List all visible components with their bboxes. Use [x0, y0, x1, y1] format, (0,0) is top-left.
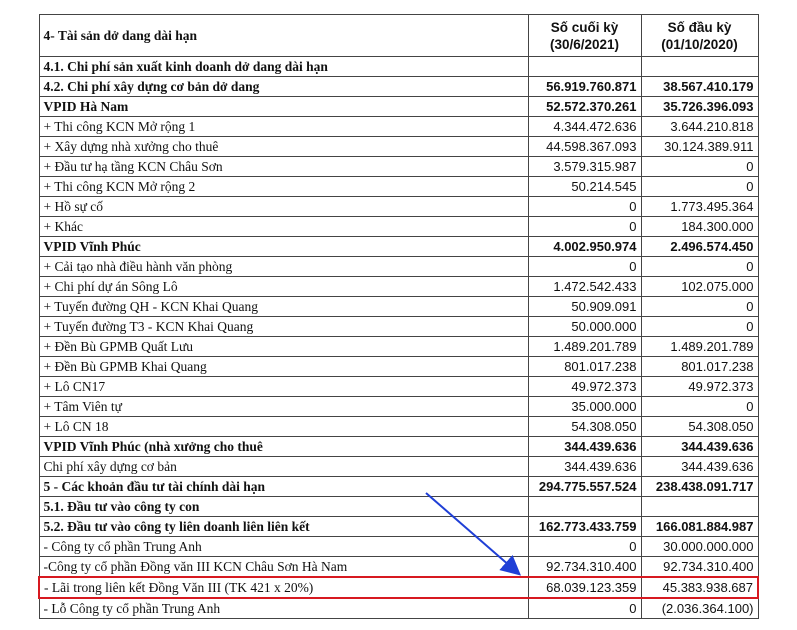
header-col-title: Số cuối kỳ [550, 19, 619, 35]
table-row: - Lỗ Công ty cổ phần Trung Anh 0 (2.036.36… [38, 597, 759, 619]
table-row: + Tuyến đường QH - KCN Khai Quang 50.909.… [38, 296, 759, 317]
row-value: 49.972.373 [527, 376, 642, 397]
row-value: 54.308.050 [527, 416, 642, 437]
header-col: Số đầu kỳ (01/10/2020) [640, 14, 759, 57]
header-col-date: (30/6/2021) [549, 36, 620, 52]
header-col-title: Số đầu kỳ [667, 19, 732, 35]
row-label: 4.1. Chi phí sản xuất kinh doanh dở dang… [38, 56, 529, 77]
table-row: 4.1. Chi phí sản xuất kinh doanh dở dang… [38, 56, 759, 77]
row-value: 1.489.201.789 [527, 336, 642, 357]
table-row: -Công ty cổ phần Đồng văn III KCN Châu S… [38, 556, 759, 578]
table-row: VPID Vĩnh Phúc 4.002.950.974 2.496.574.450 [38, 236, 759, 257]
table-row: + Hồ sự cố 0 1.773.495.364 [38, 196, 759, 217]
row-value: 30.000.000.000 [640, 536, 759, 557]
table-row: + Lô CN 18 54.308.050 54.308.050 [38, 416, 759, 437]
row-value: 2.496.574.450 [640, 236, 759, 257]
table-row: - Công ty cổ phần Trung Anh 0 30.000.000.0… [38, 536, 759, 557]
row-label: + Đền Bù GPMB Quất Lưu [38, 336, 529, 357]
table-row: 5.1. Đầu tư vào công ty con [38, 496, 759, 517]
row-label: + Chi phí dự án Sông Lô [38, 276, 529, 297]
table-row: + Lô CN17 49.972.373 49.972.373 [38, 376, 759, 397]
header-label: 4- Tài sản dở dang dài hạn [38, 14, 529, 57]
row-label: - Lỗ Công ty cổ phần Trung Anh [38, 597, 529, 619]
table-row: 4.2. Chi phí xây dựng cơ bản dở dang 56.9… [38, 76, 759, 97]
row-label: Chi phí xây dựng cơ bản [38, 456, 529, 477]
row-value: 238.438.091.717 [640, 476, 759, 497]
table-row: 5 - Các khoản đầu tư tài chính dài hạn 29… [38, 476, 759, 497]
row-value: 344.439.636 [640, 436, 759, 457]
row-value: 45.383.938.687 [640, 576, 759, 599]
row-value: 44.598.367.093 [527, 136, 642, 157]
table-row: + Đền Bù GPMB Khai Quang 801.017.238 801.0… [38, 356, 759, 377]
row-label: VPID Vĩnh Phúc [38, 236, 529, 257]
row-value: 801.017.238 [527, 356, 642, 377]
row-value: 35.000.000 [527, 396, 642, 417]
row-value: 56.919.760.871 [527, 76, 642, 97]
row-value: 4.002.950.974 [527, 236, 642, 257]
row-value: 49.972.373 [640, 376, 759, 397]
row-value: 1.773.495.364 [640, 196, 759, 217]
row-label: - Lãi trong liên kết Đồng Văn III (TK 42… [38, 576, 529, 599]
asset-table: 4- Tài sản dở dang dài hạn Số cuối kỳ (30… [38, 14, 759, 619]
table-row: + Tâm Viên tự 35.000.000 0 [38, 396, 759, 417]
header-row: 4- Tài sản dở dang dài hạn Số cuối kỳ (30… [38, 14, 759, 57]
header-col-date: (01/10/2020) [661, 36, 738, 52]
table-row: + Tuyến đường T3 - KCN Khai Quang 50.000.… [38, 316, 759, 337]
row-value: (2.036.364.100) [640, 597, 759, 619]
row-value: 68.039.123.359 [527, 576, 642, 599]
row-label: - Công ty cổ phần Trung Anh [38, 536, 529, 557]
row-value: 166.081.884.987 [640, 516, 759, 537]
table-row: - Lãi trong liên kết Đồng Văn III (TK 42… [38, 576, 759, 599]
row-label: + Lô CN17 [38, 376, 529, 397]
row-label: -Công ty cổ phần Đồng văn III KCN Châu S… [38, 556, 529, 578]
row-value: 52.572.370.261 [527, 96, 642, 117]
row-label: 5 - Các khoản đầu tư tài chính dài hạn [38, 476, 529, 497]
row-label: + Thi công KCN Mở rộng 1 [38, 116, 529, 137]
table-body: 4.1. Chi phí sản xuất kinh doanh dở dang… [38, 56, 759, 619]
table-row: + Chi phí dự án Sông Lô 1.472.542.433 102.… [38, 276, 759, 297]
table-row: + Thi công KCN Mở rộng 2 50.214.545 0 [38, 176, 759, 197]
row-label: + Tuyến đường QH - KCN Khai Quang [38, 296, 529, 317]
row-value: 38.567.410.179 [640, 76, 759, 97]
row-value: 0 [527, 597, 642, 619]
row-label: 5.1. Đầu tư vào công ty con [38, 496, 529, 517]
header-col: Số cuối kỳ (30/6/2021) [527, 14, 642, 57]
